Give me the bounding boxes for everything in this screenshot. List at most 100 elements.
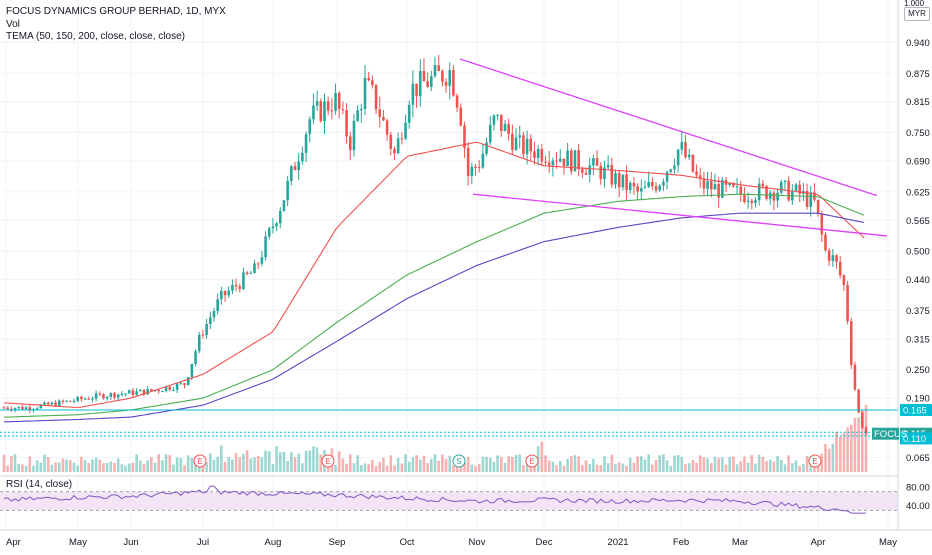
volume-bar: [400, 463, 404, 472]
candle-body: [223, 290, 227, 296]
volume-bar: [558, 460, 562, 472]
candle-body: [625, 174, 628, 191]
volume-bar: [131, 462, 135, 472]
volume-bar: [842, 432, 846, 472]
upper-trendline: [459, 58, 878, 197]
volume-bar: [625, 465, 628, 472]
candle-body: [286, 181, 289, 201]
volume-bar: [54, 462, 57, 472]
volume-bar: [319, 454, 323, 472]
volume-bar: [35, 460, 39, 472]
price-tick-label: 0.315: [906, 334, 930, 345]
candle-body: [540, 148, 544, 162]
volume-bar: [220, 445, 223, 472]
volume-bar: [628, 457, 632, 472]
event-marker: [808, 454, 822, 468]
volume-bar: [426, 462, 429, 472]
volume-bar: [654, 460, 658, 472]
candle-body: [315, 101, 319, 106]
candle-body: [282, 200, 286, 212]
volume-bar: [153, 462, 157, 472]
rsi-band: [0, 491, 898, 511]
price-tick-label: 0.440: [906, 275, 930, 286]
volume-bar: [643, 459, 647, 472]
currency-badge[interactable]: MYR: [904, 7, 930, 21]
candle-body: [846, 284, 849, 322]
candle-body: [584, 172, 588, 175]
candle-body: [835, 255, 838, 262]
tema-legend-text: TEMA (50, 150, 200, close, close, close): [6, 31, 185, 42]
candle-body: [588, 165, 592, 175]
ema-slow-line: [4, 212, 865, 423]
candle-body: [2, 407, 6, 409]
event-marker: [525, 454, 539, 468]
volume-bar: [360, 465, 363, 472]
volume-bar: [463, 463, 466, 472]
volume-bar: [861, 409, 864, 472]
candle-body: [606, 165, 610, 168]
candle-body: [783, 180, 787, 182]
price-tick-label: 0.625: [906, 187, 930, 198]
volume-bar: [374, 465, 378, 472]
event-marker: [193, 454, 207, 468]
volume-bar: [783, 464, 787, 472]
candle-body: [651, 182, 654, 187]
candle-body: [179, 383, 183, 385]
rsi-tick-label: 40.00: [906, 501, 930, 512]
candle-body: [6, 407, 9, 410]
candle-body: [267, 228, 271, 237]
candle-body: [28, 407, 32, 411]
volume-bar: [94, 457, 98, 472]
candle-body: [662, 181, 665, 186]
candle-body: [190, 363, 194, 378]
volume-bar: [80, 456, 83, 472]
candle-body: [798, 184, 801, 194]
volume-bar: [216, 456, 219, 472]
candle-body: [547, 162, 551, 166]
volume-bar: [72, 462, 76, 472]
candle-body: [157, 390, 161, 392]
volume-bar: [584, 460, 588, 472]
volume-bar: [761, 456, 765, 472]
volume-bar: [496, 455, 499, 472]
volume-bar: [157, 454, 161, 472]
volume-bar: [551, 461, 555, 472]
candle-body: [754, 200, 757, 204]
lower-trendline: [472, 193, 888, 237]
volume-bar: [706, 458, 709, 472]
volume-bar: [113, 462, 116, 472]
volume-bar: [415, 455, 418, 472]
volume-bar: [304, 450, 308, 472]
volume-bar: [857, 417, 860, 472]
candle-body: [54, 402, 57, 407]
volume-bar: [245, 450, 249, 472]
candle-body: [776, 192, 779, 201]
volume-bar: [301, 463, 304, 472]
volume-bar: [371, 459, 374, 472]
candle-body: [536, 148, 540, 159]
volume-bar: [687, 463, 691, 472]
candle-body: [772, 192, 776, 201]
volume-bar: [209, 453, 212, 472]
candle-body: [562, 158, 566, 167]
candle-body: [396, 138, 400, 154]
month-tick-label: Sep: [329, 537, 346, 548]
ema-mid-line: [3, 193, 865, 418]
event-marker-label: S: [456, 457, 461, 466]
volume-bar: [264, 450, 267, 472]
volume-bar: [249, 458, 253, 472]
volume-bar: [669, 465, 673, 472]
candle-body: [209, 317, 212, 324]
volume-bar: [396, 457, 400, 472]
candle-body: [757, 183, 761, 201]
volume-bar: [702, 457, 706, 472]
volume-bar: [514, 454, 518, 472]
candle-body: [617, 173, 621, 188]
volume-bar: [606, 463, 610, 472]
volume-bar: [838, 436, 842, 472]
volume-bar: [348, 454, 352, 472]
candle-body: [334, 93, 337, 111]
candle-body: [39, 404, 43, 409]
volume-bar: [267, 451, 271, 472]
